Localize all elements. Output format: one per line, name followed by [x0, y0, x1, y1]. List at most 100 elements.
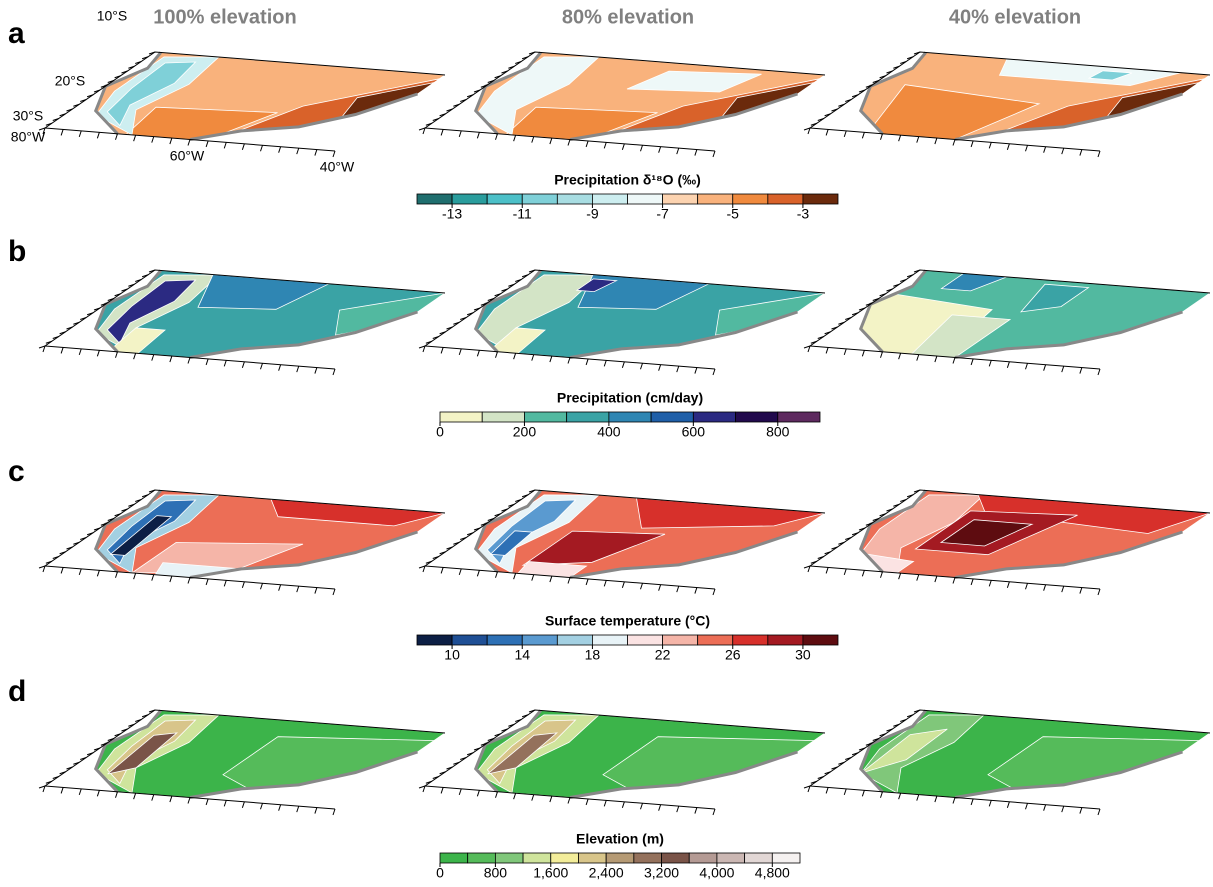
frame-tick: [824, 771, 831, 775]
frame-tick: [66, 108, 73, 112]
frame-tick: [694, 587, 698, 594]
frame-tick: [1043, 584, 1047, 591]
contour-region: [109, 515, 173, 556]
colorbar-swatch: [592, 193, 628, 205]
frame-tick: [838, 321, 845, 325]
coastline: [189, 310, 418, 359]
frame-tick: [807, 127, 811, 135]
frame-tick: [1025, 583, 1028, 590]
frame-tick: [1043, 804, 1047, 811]
frame-tick: [453, 321, 460, 325]
frame-tick: [508, 503, 515, 507]
colorbar-swatch: [556, 634, 593, 646]
frame-tick: [458, 130, 462, 138]
frame-tick: [432, 776, 439, 779]
frame-tick: [128, 503, 135, 507]
frame-tick: [549, 355, 553, 363]
frame-tick: [913, 51, 921, 55]
frame-tick: [128, 65, 135, 69]
frame-tick: [453, 761, 460, 765]
frame-tick: [916, 574, 920, 581]
frame-tick: [169, 795, 173, 803]
frame-tick: [107, 80, 114, 83]
colorbar-swatch: [566, 411, 610, 423]
frame-tick: [858, 527, 866, 531]
colorbar-title: Elevation (m): [576, 831, 664, 847]
frame-tick: [861, 790, 865, 797]
colorbar-tick-label: -13: [442, 206, 462, 222]
frame-tick: [114, 733, 121, 737]
map-panel: [38, 709, 447, 816]
frame-tick: [223, 580, 227, 587]
frame-tick: [872, 80, 879, 83]
frame-tick: [96, 350, 100, 357]
frame-tick: [476, 350, 480, 357]
frame-tick: [495, 351, 498, 358]
coastline: [954, 92, 1183, 141]
frame-tick: [567, 139, 571, 146]
frame-tick: [80, 757, 87, 760]
colorbar-swatch: [732, 193, 769, 205]
frame-tick: [893, 503, 900, 507]
frame-tick: [900, 61, 907, 64]
frame-tick: [886, 70, 893, 74]
colorbar-tick-label: 10: [444, 647, 460, 663]
frame-tick: [60, 567, 64, 574]
frame-tick: [460, 99, 467, 102]
frame-tick: [38, 127, 46, 131]
frame-tick: [861, 570, 865, 577]
frame-tick: [886, 288, 893, 292]
frame-tick: [466, 752, 474, 756]
frame-tick: [86, 312, 94, 316]
ocean: [45, 52, 161, 134]
frame-tick: [205, 140, 209, 148]
frame-tick: [135, 499, 142, 502]
frame-tick: [453, 103, 460, 107]
frame-tick: [460, 757, 467, 760]
frame-tick: [93, 527, 101, 531]
frame-tick: [585, 798, 589, 806]
colorbar-swatch: [605, 852, 635, 864]
frame-tick: [487, 80, 494, 83]
frame-tick: [521, 714, 529, 718]
frame-tick: [880, 571, 883, 578]
frame-tick: [872, 298, 879, 301]
frame-tick: [658, 804, 662, 811]
frame-tick: [640, 583, 643, 590]
colorbar-tick-label: 4,800: [755, 865, 790, 881]
frame-tick: [501, 288, 508, 292]
frame-tick: [865, 84, 873, 88]
frame-tick: [52, 556, 59, 559]
frame-tick: [223, 360, 227, 367]
colorbar-tick-label: -9: [586, 206, 599, 222]
frame-tick: [446, 326, 453, 330]
frame-tick: [100, 742, 108, 746]
frame-tick: [825, 347, 829, 354]
frame-tick: [501, 70, 508, 74]
colorbar-swatch: [662, 193, 699, 205]
colorbar-tick-label: 18: [585, 647, 601, 663]
column-title: 100% elevation: [153, 6, 296, 28]
frame-tick: [916, 354, 920, 361]
frame-tick: [115, 571, 118, 578]
frame-tick: [879, 293, 886, 297]
frame-tick: [803, 785, 811, 789]
frame-tick: [466, 94, 474, 98]
frame-tick: [898, 135, 902, 142]
frame-tick: [446, 108, 453, 112]
colorbar-tick-label: 30: [795, 647, 811, 663]
frame-tick: [73, 541, 80, 545]
frame-tick: [296, 805, 300, 813]
ocean: [190, 94, 418, 151]
frame-tick: [515, 719, 522, 722]
frame-tick: [712, 150, 716, 158]
frame-tick: [45, 122, 53, 126]
frame-tick: [913, 489, 921, 493]
frame-tick: [898, 793, 902, 800]
frame-tick: [603, 580, 607, 587]
latitude-label: 20°S: [55, 73, 86, 89]
longitude-label: 60°W: [170, 148, 205, 164]
frame-tick: [817, 118, 824, 121]
ocean: [45, 710, 161, 792]
